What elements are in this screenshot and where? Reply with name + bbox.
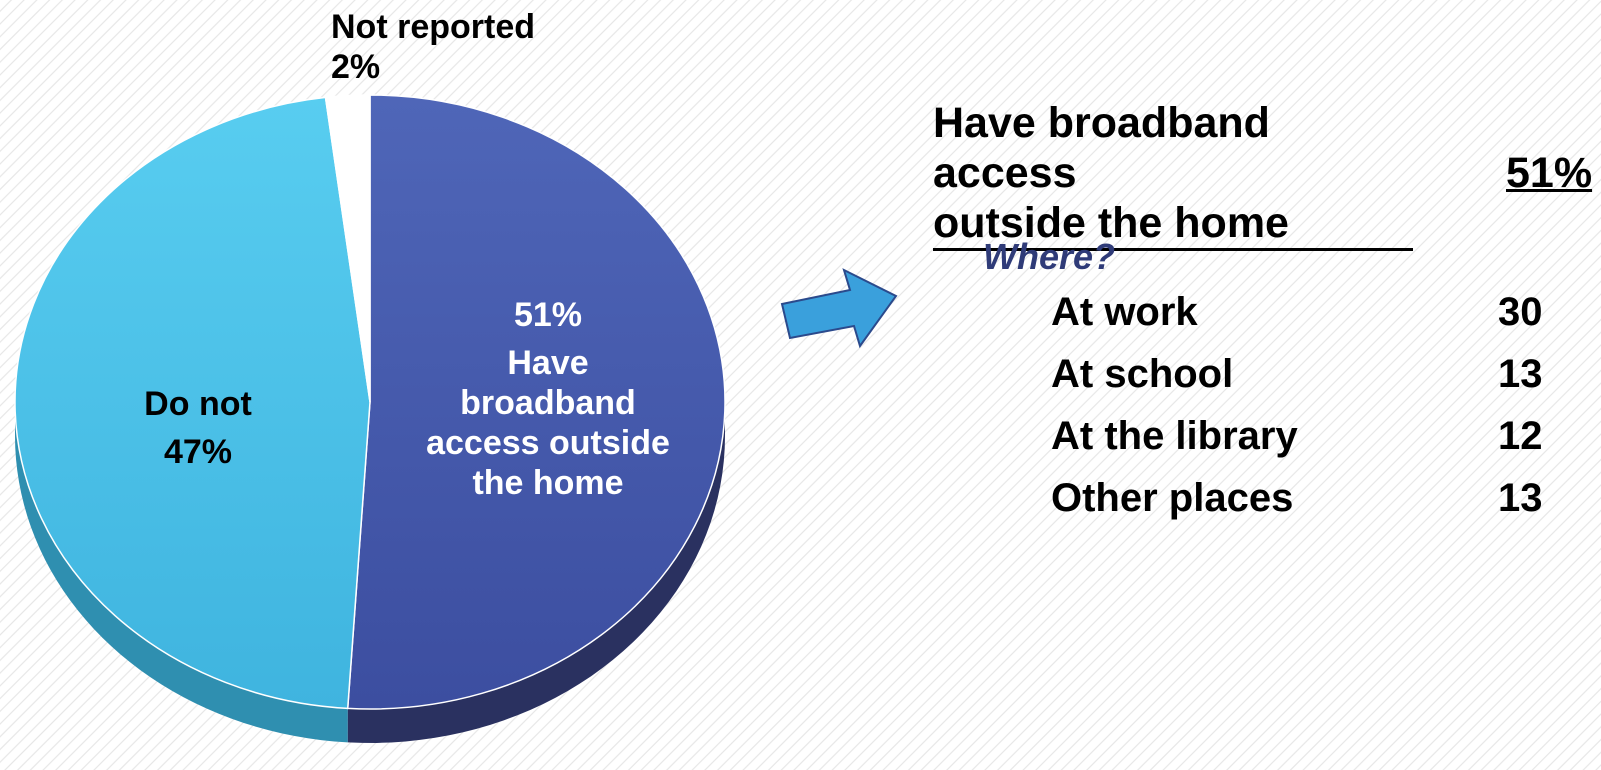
- label-do-not-percent: 47%: [164, 433, 232, 471]
- slice-do-not-depth: [15, 402, 348, 743]
- row-value: 13: [1498, 476, 1543, 520]
- row-label: At the library: [1051, 414, 1298, 458]
- label-have-text: access outside: [426, 424, 670, 462]
- row-label: Other places: [1051, 476, 1294, 520]
- label-do-not-text: Do not: [144, 385, 252, 423]
- label-have-text: broadband: [460, 384, 636, 422]
- table-heading-line1: Have broadband access: [933, 99, 1270, 197]
- table-row: At school 13: [1051, 352, 1571, 412]
- broadband-detail-table: Have broadband access outside the home 5…: [933, 0, 1601, 770]
- label-not-reported-text: Not reported: [331, 8, 535, 46]
- row-value: 30: [1498, 290, 1543, 334]
- row-label: At work: [1051, 290, 1198, 334]
- row-value: 12: [1498, 414, 1543, 458]
- slice-not-reported: [324, 94, 371, 403]
- table-subheading: Where?: [983, 236, 1116, 277]
- table-row: Other places 13: [1051, 476, 1571, 536]
- table-total: 51%: [1506, 149, 1593, 197]
- table-heading: Have broadband access outside the home: [933, 98, 1413, 251]
- label-have-text: Have: [507, 344, 588, 382]
- label-not-reported-percent: 2%: [331, 48, 380, 86]
- right-arrow-icon: [780, 268, 898, 349]
- arrow-shape: [780, 268, 898, 349]
- row-value: 13: [1498, 352, 1543, 396]
- slice-do-not: [14, 96, 371, 710]
- table-row: At the library 12: [1051, 414, 1571, 474]
- label-have-text: the home: [472, 464, 623, 502]
- slice-have-access: [346, 94, 726, 710]
- label-have-percent: 51%: [514, 296, 582, 334]
- row-label: At school: [1051, 352, 1234, 396]
- table-row: At work 30: [1051, 290, 1571, 350]
- table-heading-line2: outside the home: [933, 198, 1413, 251]
